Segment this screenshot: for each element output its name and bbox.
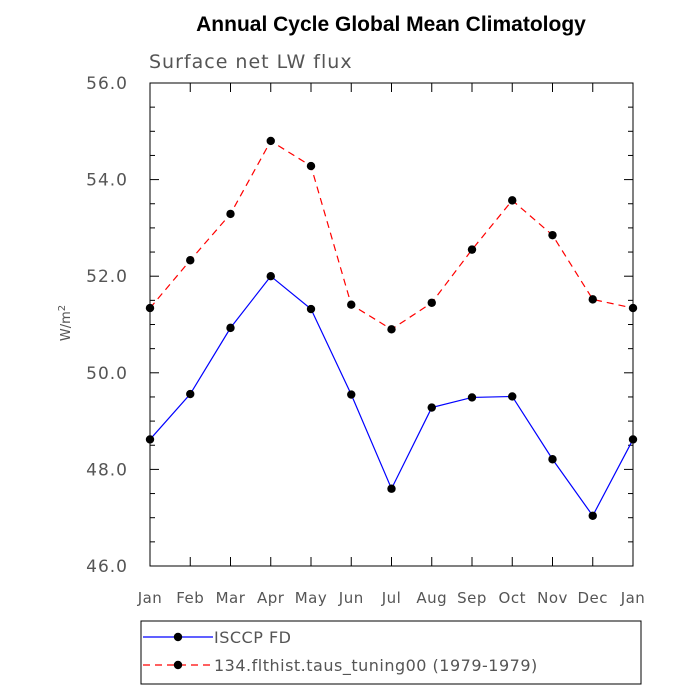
x-tick-label: Jun <box>338 589 364 607</box>
data-point <box>387 325 396 334</box>
data-point <box>467 393 477 402</box>
series-layer <box>145 136 638 520</box>
data-point <box>588 511 597 520</box>
y-axis-label-exponent: 2 <box>57 305 68 311</box>
data-point <box>628 303 638 313</box>
y-tick-label: 50.0 <box>86 364 128 384</box>
plot-axes: 46.0 48.0 50.0 52.0 54.0 56.0 Jan Feb Mar Apr May J… <box>86 74 645 607</box>
x-tick-label: Jan <box>137 589 163 607</box>
y-axis-label-base: W/m <box>59 311 74 341</box>
x-tick-label: May <box>295 589 328 607</box>
data-point <box>427 403 436 412</box>
legend-label: 134.flthist.taus_tuning00 (1979-1979) <box>214 656 538 676</box>
series-line <box>149 140 634 331</box>
y-tick-label: 52.0 <box>86 267 128 287</box>
data-point <box>145 303 155 313</box>
x-tick-label: Feb <box>176 589 204 607</box>
legend-box <box>140 620 642 685</box>
data-point <box>628 435 638 444</box>
y-tick-label: 56.0 <box>86 74 128 94</box>
data-point <box>226 323 235 333</box>
data-point <box>427 298 436 307</box>
data-point <box>266 136 275 146</box>
series-line <box>149 275 634 517</box>
series-2 <box>145 136 638 334</box>
legend-label: ISCCP FD <box>214 628 291 647</box>
x-tick-label: Mar <box>216 589 246 607</box>
chart-subtitle: Surface net LW flux <box>149 51 353 73</box>
x-tick-label: Nov <box>537 589 568 607</box>
data-point <box>226 209 235 219</box>
data-point <box>306 304 316 314</box>
data-point <box>548 230 557 240</box>
x-tick-label: Apr <box>257 589 285 607</box>
data-point <box>306 161 316 171</box>
x-tick-label: Oct <box>499 589 526 607</box>
data-point <box>266 272 275 281</box>
data-point <box>186 256 195 265</box>
plot-frame <box>149 82 634 567</box>
legend-marker <box>173 660 183 670</box>
legend: ISCCP FD 134.flthist.taus_tuning00 (1979-… <box>140 620 642 685</box>
data-point <box>508 392 517 401</box>
data-point <box>467 245 477 254</box>
x-tick-label: Aug <box>416 589 447 607</box>
x-tick-label: Dec <box>577 589 608 607</box>
data-point <box>387 484 396 493</box>
series-1 <box>145 272 638 520</box>
data-point <box>508 196 517 205</box>
chart-title: Annual Cycle Global Mean Climatology <box>196 13 586 36</box>
data-point <box>145 435 155 444</box>
x-tick-label: Jul <box>381 589 402 607</box>
x-tick-label: Sep <box>457 589 487 607</box>
data-point <box>548 455 557 464</box>
y-tick-label: 48.0 <box>86 460 128 480</box>
y-tick-label: 54.0 <box>86 171 128 191</box>
y-axis-label: W/m2 <box>57 305 74 341</box>
data-point <box>347 390 356 399</box>
data-point <box>186 389 195 399</box>
legend-marker <box>173 632 183 642</box>
data-point <box>347 300 356 309</box>
x-tick-label: Jan <box>620 589 646 607</box>
data-point <box>588 295 597 304</box>
y-tick-label: 46.0 <box>86 557 128 577</box>
